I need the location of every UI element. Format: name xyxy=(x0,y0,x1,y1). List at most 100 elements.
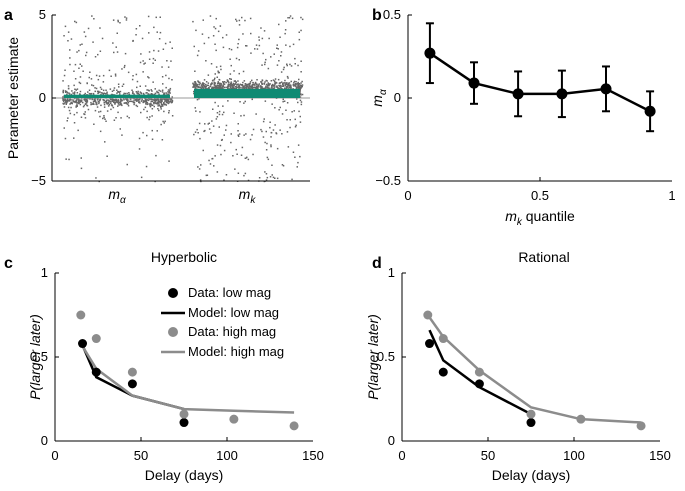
panel-a-point xyxy=(98,102,100,105)
panel-a-point xyxy=(228,48,231,50)
panel-a-point xyxy=(137,99,140,101)
panel-a-point xyxy=(154,88,156,90)
panel-a-point xyxy=(300,16,302,19)
panel-a-point xyxy=(270,56,272,58)
panel-a-point xyxy=(135,34,137,36)
panel-a-point xyxy=(278,60,280,62)
panel-a-point xyxy=(157,102,160,104)
panel-a-point xyxy=(133,102,136,104)
panel-a-point xyxy=(280,81,283,83)
panel-a-ytick: 5 xyxy=(39,7,46,22)
panel-a-point xyxy=(259,86,261,88)
panel-a-point xyxy=(235,81,237,84)
panel-a-point xyxy=(218,71,220,74)
panel-a-point xyxy=(117,90,120,93)
panel-a-point xyxy=(244,172,247,175)
panel-a-point xyxy=(262,120,265,123)
panel-a-point xyxy=(208,122,210,124)
panel-a-point xyxy=(162,83,164,85)
panel-a-point xyxy=(78,99,80,101)
panel-a-point xyxy=(116,89,118,91)
panel-a-point xyxy=(264,63,266,66)
panel-a-point xyxy=(266,142,268,145)
panel-a-point xyxy=(264,100,267,102)
panel-a-point xyxy=(277,78,280,81)
panel-d-marks xyxy=(423,310,646,431)
panel-a-point xyxy=(74,78,77,80)
panel-a-point xyxy=(217,70,219,72)
panel-a-point xyxy=(78,67,80,69)
panel-a-point xyxy=(198,122,201,125)
panel-a-point xyxy=(90,101,92,104)
panel-b-point xyxy=(468,77,480,89)
panel-a-point xyxy=(86,104,88,107)
panel-a-point xyxy=(110,75,112,77)
panel-a-point xyxy=(67,40,69,42)
panel-a-point xyxy=(218,87,221,89)
panel-a-point xyxy=(279,82,281,84)
panel-a-point xyxy=(94,100,97,102)
panel-a-point xyxy=(277,48,279,50)
panel-a-point xyxy=(95,101,97,103)
panel-a-point xyxy=(64,137,67,140)
panel-a-point xyxy=(103,116,105,119)
panel-a-point xyxy=(252,153,254,156)
panel-a-point xyxy=(273,80,276,82)
panel-a-point xyxy=(214,155,216,157)
panel-a-point xyxy=(261,83,264,85)
panel-a-xtick-m-k-sub: k xyxy=(250,195,256,206)
panel-a-point xyxy=(155,99,157,102)
panel-a-point xyxy=(262,52,264,55)
panel-a-point xyxy=(237,123,239,125)
panel-a-point xyxy=(141,99,143,101)
panel-a-point xyxy=(241,146,244,149)
panel-a-point xyxy=(300,87,302,89)
panel-a-point xyxy=(149,93,151,96)
panel-a-point xyxy=(127,100,129,102)
panel-a-point xyxy=(295,87,298,90)
panel-a-point xyxy=(299,87,301,89)
panel-a-point xyxy=(113,87,116,89)
panel-a-point xyxy=(215,66,218,68)
panel-a-point xyxy=(81,99,83,101)
panel-a-point xyxy=(161,139,164,141)
panel-a-point xyxy=(107,99,109,101)
panel-a-point xyxy=(276,177,279,180)
panel-a-point xyxy=(101,92,103,94)
panel-a-point xyxy=(301,93,304,96)
panel-a-point xyxy=(164,42,167,45)
panel-a-point xyxy=(73,101,75,103)
panel-d-line-model-high-mag xyxy=(426,314,642,424)
panel-a-point xyxy=(282,84,285,86)
panel-a-point xyxy=(208,128,211,130)
panel-a-point xyxy=(153,99,156,102)
panel-a-point xyxy=(201,33,204,35)
panel-a-point xyxy=(80,157,82,159)
panel-a-point xyxy=(150,103,152,105)
panel-a-point xyxy=(194,70,196,72)
panel-a-point xyxy=(115,99,118,101)
panel-d-line-model-low-mag xyxy=(428,329,532,416)
panel-a-point xyxy=(216,144,219,146)
panel-a-point xyxy=(166,101,168,104)
panel-a-point xyxy=(87,91,89,93)
panel-a-point xyxy=(142,60,144,62)
panel-a-point xyxy=(260,27,262,29)
panel-a-point xyxy=(62,96,64,99)
panel-a-point xyxy=(165,104,167,106)
panel-a-point xyxy=(215,85,217,87)
panel-a-point xyxy=(149,105,151,107)
panel-a-point xyxy=(110,102,112,105)
panel-a-point xyxy=(276,85,278,87)
panel-a-point xyxy=(102,89,105,92)
panel-a-point xyxy=(73,122,76,124)
panel-a-point xyxy=(230,48,233,51)
panel-a-point xyxy=(217,82,220,84)
panel-a-point xyxy=(106,103,108,105)
panel-a-point xyxy=(169,89,171,91)
panel-a-point xyxy=(252,84,254,86)
panel-a-point xyxy=(269,121,271,123)
panel-a-point xyxy=(195,84,197,86)
panel-a-point xyxy=(88,89,91,91)
panel-a-point xyxy=(77,98,80,100)
